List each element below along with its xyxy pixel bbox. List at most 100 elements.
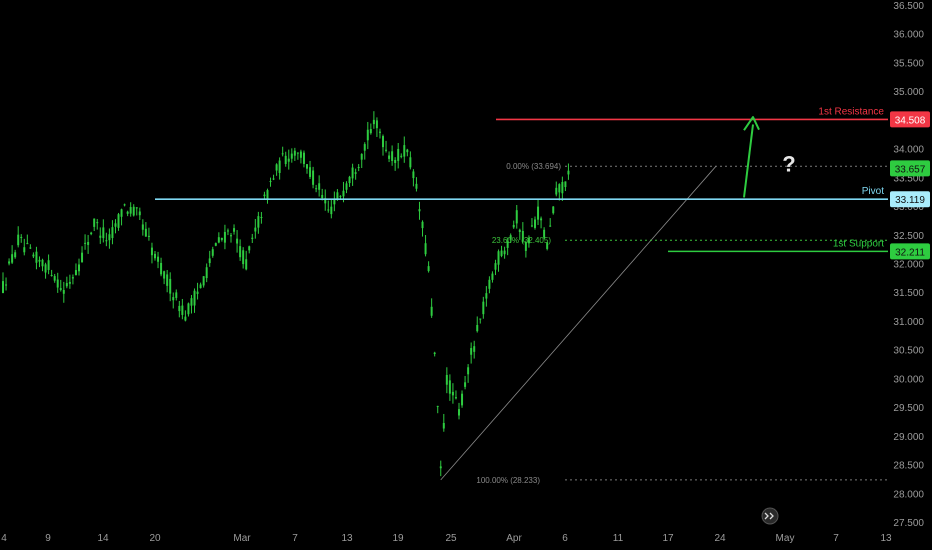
candle-body [178, 305, 181, 312]
candle-body [315, 188, 318, 190]
candle-body [217, 237, 220, 243]
candle-body [357, 167, 360, 169]
projection-arrow-shaft [743, 124, 754, 198]
candle-body [90, 232, 93, 235]
candle [5, 277, 8, 291]
projection-arrow-head [743, 116, 760, 131]
candle-body [397, 148, 400, 161]
candle [105, 232, 108, 247]
candle [442, 413, 445, 432]
candle-body [281, 153, 284, 155]
candle [114, 219, 117, 234]
candle-body [290, 153, 293, 159]
candle-body [284, 155, 287, 164]
fib-level-label: 100.00% (28.233) [476, 476, 540, 485]
candle [35, 246, 38, 270]
candle-body [242, 250, 245, 265]
level-name-label: Pivot [862, 186, 884, 197]
candle [403, 136, 406, 163]
candle [391, 145, 394, 166]
y-tick-label: 33.500 [893, 173, 924, 184]
level-name-label: 1st Support [833, 238, 884, 249]
candle [388, 151, 391, 163]
candle-body [269, 181, 272, 183]
candle-body [35, 251, 38, 263]
candle-body [2, 281, 4, 293]
candle [84, 234, 87, 250]
candle [427, 261, 430, 273]
fib-level-label: 23.60% (32.405) [492, 236, 551, 245]
candle-body [184, 316, 187, 321]
candle-body [555, 187, 558, 195]
x-tick-label: Mar [233, 533, 251, 544]
candle [476, 316, 479, 333]
candle [558, 183, 561, 201]
question-mark-annotation: ? [782, 152, 795, 177]
candle-body [233, 228, 236, 232]
candle-body [147, 235, 150, 237]
candle-body [345, 183, 348, 190]
candle-body [375, 120, 378, 129]
candle-body [442, 422, 445, 429]
candle [181, 298, 184, 320]
current-price-badge-bg [890, 160, 930, 177]
candle-body [306, 164, 308, 169]
candle-body [518, 229, 521, 233]
candle-body [461, 393, 464, 406]
candle [117, 212, 120, 231]
x-tick-label: 20 [149, 533, 161, 544]
candle-body [226, 230, 229, 232]
candle [415, 177, 418, 192]
candle-body [251, 237, 254, 239]
candle [123, 203, 126, 207]
candle-body [391, 151, 394, 161]
candle-body [436, 405, 439, 407]
candle [138, 207, 141, 220]
candle [196, 282, 199, 300]
candle-body [549, 225, 552, 227]
candle-body [421, 221, 424, 229]
candle [418, 201, 421, 220]
candle-body [84, 242, 87, 244]
candle [512, 220, 515, 229]
candle-body [108, 234, 111, 241]
candle [8, 258, 11, 266]
candle-body [530, 225, 533, 227]
candle-body [564, 181, 567, 188]
candle-body [38, 259, 41, 262]
candle [506, 237, 509, 256]
scroll-icon-chevrons [764, 512, 774, 520]
candle-body [382, 136, 384, 148]
candle-body [567, 170, 570, 175]
candle [220, 237, 223, 242]
candle-body [412, 171, 415, 179]
candle [375, 117, 378, 137]
candle [272, 174, 275, 181]
candle [394, 157, 397, 171]
candle-body [74, 270, 77, 276]
candle [315, 184, 318, 193]
x-tick-label: 17 [662, 533, 674, 544]
candle-body [485, 293, 488, 299]
candle-body [17, 234, 20, 246]
candle [467, 364, 470, 383]
candle-body [369, 129, 372, 134]
candle-body [509, 235, 512, 240]
candle-body [409, 157, 412, 168]
candle [515, 204, 518, 229]
price-badge: 32.211 [890, 243, 930, 260]
candle-body [385, 149, 388, 151]
candle [172, 292, 175, 309]
candle-body [187, 303, 190, 315]
candle-body [99, 235, 102, 238]
candle-body [181, 305, 184, 315]
candle [160, 257, 163, 277]
candle [68, 274, 71, 289]
candle [150, 242, 153, 264]
candle-body [117, 214, 120, 228]
candle-body [427, 266, 430, 272]
scroll-to-realtime-icon[interactable] [761, 507, 779, 525]
x-tick-label: 19 [392, 533, 404, 544]
candle [503, 246, 506, 259]
